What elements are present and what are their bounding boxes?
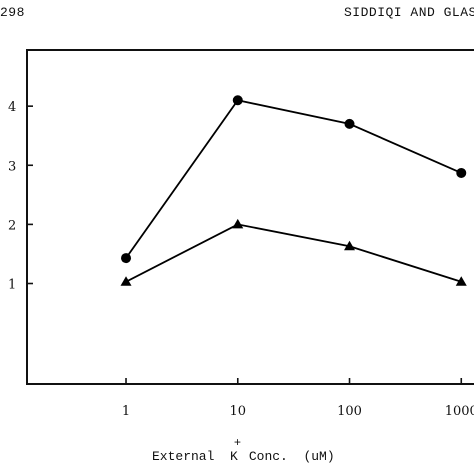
triangle-marker: [232, 218, 244, 229]
x-tick-label: 10: [229, 404, 246, 419]
plot-frame: [26, 49, 474, 385]
x-tick-label: 1: [122, 404, 130, 419]
triangle-marker: [344, 240, 356, 251]
triangle-marker: [455, 276, 467, 286]
y-tick-label: 1: [8, 278, 16, 293]
x-axis-label-superscript: +: [233, 436, 242, 450]
series-line-1: [125, 99, 462, 259]
running-head: SIDDIQI AND GLAS: [344, 5, 474, 20]
y-tick-label: 3: [8, 159, 16, 174]
circle-marker: [232, 95, 243, 106]
y-tick-label: 4: [8, 100, 16, 115]
x-axis-label-units: Conc. (uM): [248, 449, 335, 464]
x-tick-label: 1000: [445, 404, 474, 419]
y-tick-label: 2: [8, 218, 16, 233]
circle-marker: [344, 118, 355, 129]
series-line-2: [125, 223, 462, 283]
page-number: 298: [0, 5, 25, 20]
x-axis-label-main: External K: [152, 449, 238, 464]
circle-marker: [456, 167, 467, 178]
x-axis-label: External K+ Conc. (uM): [152, 436, 335, 464]
triangle-marker: [120, 276, 132, 286]
x-tick-label: 100: [337, 404, 362, 419]
circle-marker: [121, 253, 132, 264]
